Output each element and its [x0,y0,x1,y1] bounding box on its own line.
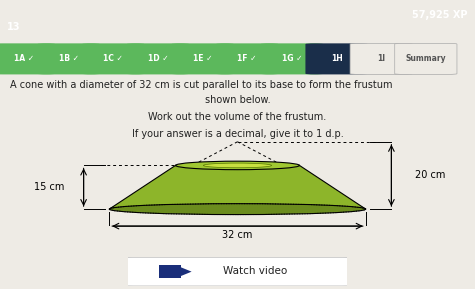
Text: 20 cm: 20 cm [415,171,445,180]
Ellipse shape [176,161,300,170]
Text: 1I: 1I [377,54,385,63]
Text: 1F ✓: 1F ✓ [238,54,257,63]
Text: Summary: Summary [406,54,446,63]
FancyBboxPatch shape [305,43,368,75]
Ellipse shape [203,163,272,168]
FancyBboxPatch shape [350,43,412,75]
Text: 1B ✓: 1B ✓ [58,54,79,63]
FancyBboxPatch shape [216,43,278,75]
FancyBboxPatch shape [38,43,100,75]
FancyBboxPatch shape [171,43,234,75]
FancyBboxPatch shape [82,43,144,75]
Bar [159,265,180,278]
Polygon shape [109,165,366,209]
Ellipse shape [109,204,366,214]
FancyBboxPatch shape [127,43,189,75]
Text: Work out the volume of the frustum.: Work out the volume of the frustum. [148,112,327,122]
Polygon shape [180,267,191,276]
Text: shown below.: shown below. [205,95,270,105]
Text: 1G ✓: 1G ✓ [282,54,302,63]
Text: 1H: 1H [331,54,342,63]
Text: 57,925 XP: 57,925 XP [412,10,468,20]
FancyBboxPatch shape [0,43,55,75]
Text: 1E ✓: 1E ✓ [193,54,212,63]
Text: A cone with a diameter of 32 cm is cut parallel to its base to form the frustum: A cone with a diameter of 32 cm is cut p… [10,80,392,90]
Text: 15 cm: 15 cm [34,182,65,192]
Text: 1C ✓: 1C ✓ [104,54,123,63]
Text: Watch video: Watch video [223,266,287,276]
Text: 13: 13 [7,22,20,32]
Text: 32 cm: 32 cm [222,229,253,240]
FancyBboxPatch shape [261,43,323,75]
Text: 1A ✓: 1A ✓ [14,54,34,63]
FancyBboxPatch shape [122,257,353,286]
FancyBboxPatch shape [395,43,457,75]
Text: If your answer is a decimal, give it to 1 d.p.: If your answer is a decimal, give it to … [132,129,343,139]
Text: 1D ✓: 1D ✓ [148,54,168,63]
